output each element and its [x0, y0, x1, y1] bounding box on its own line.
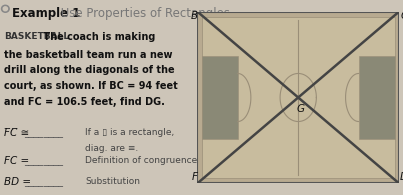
Text: drill along the diagonals of the: drill along the diagonals of the — [4, 65, 175, 75]
Text: G: G — [296, 104, 304, 114]
Text: If a ▯ is a rectangle,: If a ▯ is a rectangle, — [85, 128, 174, 137]
Text: diag. are ≡.: diag. are ≡. — [85, 144, 139, 153]
Text: BD =: BD = — [4, 177, 31, 187]
Text: the basketball team run a new: the basketball team run a new — [4, 50, 173, 60]
Text: F̅C̅ ≅: F̅C̅ ≅ — [4, 128, 29, 138]
Bar — [202, 56, 238, 139]
Text: ________: ________ — [25, 128, 64, 138]
Text: court, as shown. If BC = 94 feet: court, as shown. If BC = 94 feet — [4, 81, 178, 91]
Text: Substitution: Substitution — [85, 177, 140, 186]
Text: and FC = 106.5 feet, find DG.: and FC = 106.5 feet, find DG. — [4, 97, 165, 106]
Text: FC =: FC = — [4, 156, 29, 166]
Text: ________: ________ — [25, 177, 64, 187]
Text: Example 1: Example 1 — [12, 7, 81, 20]
Text: B: B — [190, 11, 197, 21]
Text: F: F — [191, 172, 197, 182]
Text: C: C — [400, 11, 403, 21]
Text: D: D — [400, 172, 403, 182]
Text: Definition of congruence: Definition of congruence — [85, 156, 198, 165]
Circle shape — [3, 7, 8, 11]
Bar — [359, 56, 395, 139]
Text: BASKETBALL: BASKETBALL — [4, 32, 69, 41]
Text: Use Properties of Rectangles: Use Properties of Rectangles — [56, 7, 230, 20]
Text: ________: ________ — [25, 156, 64, 166]
Text: The coach is making: The coach is making — [39, 32, 155, 42]
Circle shape — [2, 5, 9, 12]
